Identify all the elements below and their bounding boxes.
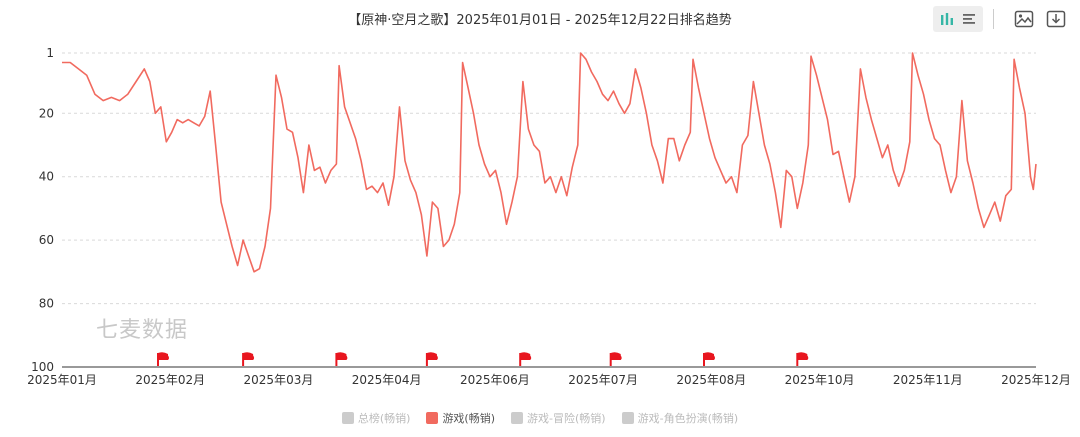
legend-label: 游戏(畅销): [442, 412, 496, 425]
y-tick-label: 60: [39, 233, 54, 247]
x-tick-label: 2025年12月: [1001, 373, 1071, 387]
legend-label: 游戏-角色扮演(畅销): [637, 412, 739, 425]
legend-swatch: [341, 412, 354, 424]
legend-swatch: [511, 412, 524, 424]
x-tick-label: 2025年03月: [244, 373, 314, 387]
legend-item[interactable]: 游戏(畅销): [426, 410, 495, 426]
x-tick-label: 2025年06月: [460, 373, 530, 387]
legend-swatch: [426, 412, 439, 424]
bar-chart-icon[interactable]: [936, 8, 958, 30]
x-tick-label: 2025年04月: [352, 373, 422, 387]
y-tick-label: 100: [31, 360, 54, 374]
legend-item[interactable]: 游戏-冒险(畅销): [511, 410, 606, 426]
download-icon[interactable]: [1044, 7, 1068, 31]
x-tick-label: 2025年10月: [785, 373, 855, 387]
chart-toolbar: [933, 6, 1068, 32]
chart-title: 【原神·空月之歌】2025年01月01日 - 2025年12月22日排名趋势: [348, 13, 732, 28]
x-tick-label: 2025年07月: [568, 373, 638, 387]
event-flag-icon: [609, 352, 622, 366]
watermark: 七麦数据: [96, 318, 189, 343]
event-flag-icon: [157, 352, 169, 366]
list-icon[interactable]: [958, 8, 980, 30]
legend-item[interactable]: 总榜(畅销): [341, 410, 411, 426]
chart-type-switch: [933, 6, 983, 32]
toolbar-divider: [993, 9, 994, 29]
legend-item[interactable]: 游戏-角色扮演(畅销): [621, 410, 739, 426]
event-flag-icon: [335, 352, 348, 366]
event-flag-icon: [242, 352, 255, 366]
event-flag-icon: [519, 352, 532, 366]
y-tick-label: 40: [39, 170, 54, 184]
event-flag-icon: [425, 352, 438, 366]
legend-swatch: [621, 412, 634, 424]
x-tick-label: 2025年01月: [27, 373, 97, 387]
event-flag-icon: [703, 352, 715, 366]
x-tick-label: 2025年08月: [676, 373, 746, 387]
event-flag-icon: [796, 352, 809, 366]
legend-label: 游戏-冒险(畅销): [527, 412, 606, 425]
image-icon[interactable]: [1012, 7, 1036, 31]
chart-legend: 总榜(畅销) 游戏(畅销) 游戏-冒险(畅销) 游戏-角色扮演(畅销): [0, 410, 1080, 426]
x-tick-label: 2025年02月: [135, 373, 205, 387]
y-tick-label: 80: [39, 297, 54, 311]
x-tick-label: 2025年11月: [893, 373, 963, 387]
y-tick-label: 20: [39, 106, 54, 120]
legend-label: 总榜(畅销): [357, 412, 411, 425]
y-tick-label: 1: [46, 46, 54, 60]
series-line: [62, 52, 1037, 273]
